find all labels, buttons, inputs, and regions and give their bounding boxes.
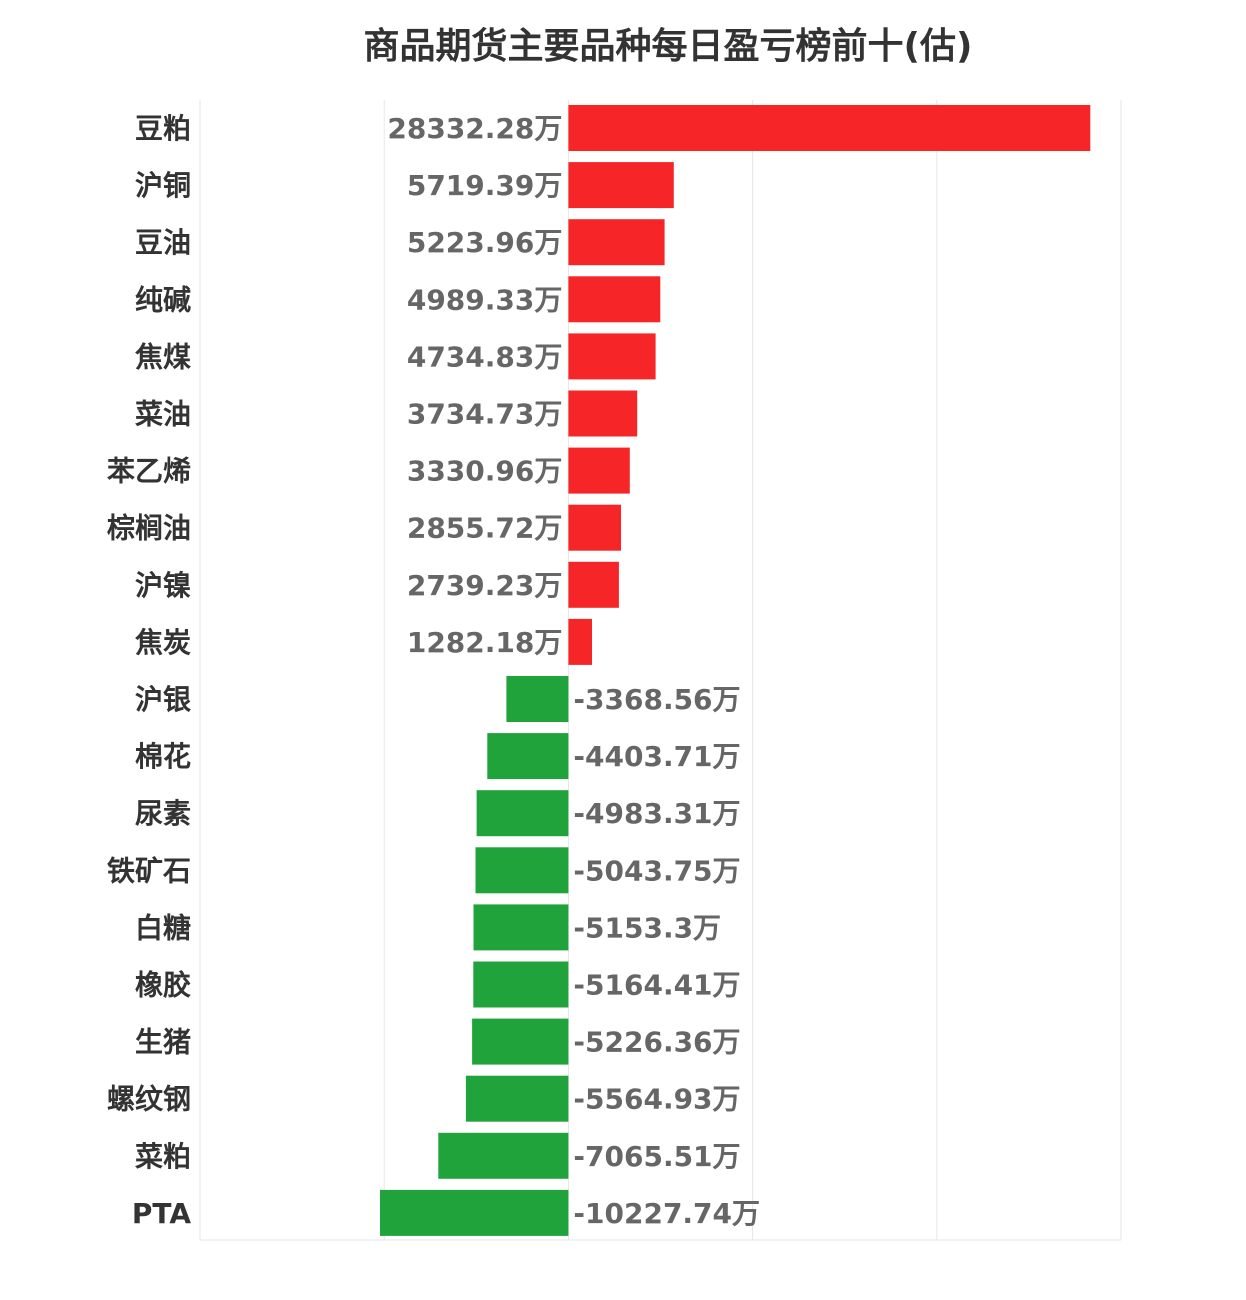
- category-label: 螺纹钢: [107, 1083, 191, 1116]
- category-label: 菜油: [135, 398, 191, 431]
- value-label: 4734.83万: [407, 340, 563, 373]
- bar: [473, 961, 569, 1008]
- bar: [380, 1189, 569, 1236]
- bar: [506, 676, 569, 722]
- bar: [568, 618, 592, 665]
- category-label: 豆油: [135, 226, 191, 259]
- value-label: -4403.71万: [573, 740, 740, 773]
- value-labels: 28332.28万 5719.39万 5223.96万 4989.33万 4734.83…: [387, 112, 760, 1230]
- category-label: 豆粕: [135, 112, 191, 145]
- category-label: 沪铜: [135, 169, 191, 202]
- category-label: 菜粕: [135, 1140, 191, 1173]
- value-label: 4989.33万: [407, 283, 563, 316]
- value-label: 5223.96万: [407, 226, 563, 259]
- value-label: 2739.23万: [407, 569, 563, 602]
- bar: [568, 105, 1091, 151]
- category-label: 尿素: [135, 797, 191, 830]
- category-label: 白糖: [135, 911, 191, 944]
- value-label: 3330.96万: [407, 455, 563, 488]
- bar: [568, 219, 665, 266]
- value-label: -5564.93万: [573, 1083, 740, 1116]
- value-label: 1282.18万: [407, 626, 563, 659]
- category-label: 生猪: [135, 1026, 191, 1059]
- value-label: -5164.41万: [573, 969, 740, 1002]
- value-label: -10227.74万: [573, 1197, 760, 1230]
- value-label: -5043.75万: [573, 854, 740, 887]
- category-label: 沪镍: [135, 569, 191, 602]
- bar: [475, 847, 569, 894]
- bar: [465, 1075, 569, 1122]
- bar: [476, 790, 569, 837]
- value-label: 28332.28万: [387, 112, 562, 145]
- bar: [568, 276, 661, 323]
- chart-title: 商品期货主要品种每日盈亏榜前十(估): [364, 26, 973, 67]
- bar: [568, 561, 619, 608]
- category-labels: 豆粕沪铜豆油纯碱焦煤菜油苯乙烯棕榈油沪镍焦炭沪银棉花尿素铁矿石白糖橡胶生猪螺纹钢…: [106, 112, 192, 1230]
- value-label: 5719.39万: [407, 169, 563, 202]
- category-label: 棉花: [135, 740, 191, 773]
- category-label: 铁矿石: [107, 854, 191, 887]
- bar: [568, 162, 674, 209]
- bar: [473, 904, 569, 951]
- category-label: 纯碱: [135, 283, 191, 316]
- bars: [380, 105, 1091, 1236]
- bar: [568, 390, 638, 437]
- category-label: 橡胶: [135, 969, 191, 1002]
- category-label: 焦煤: [135, 340, 191, 373]
- value-label: -5226.36万: [573, 1026, 740, 1059]
- value-label: 3734.73万: [407, 398, 563, 431]
- category-label: PTA: [132, 1197, 191, 1230]
- category-label: 焦炭: [135, 626, 191, 659]
- category-label: 棕榈油: [107, 512, 191, 545]
- bar: [568, 504, 621, 551]
- bar: [568, 447, 630, 494]
- category-label: 苯乙烯: [106, 455, 191, 488]
- value-label: -3368.56万: [573, 683, 740, 716]
- value-label: 2855.72万: [407, 512, 563, 545]
- value-label: -5153.3万: [573, 911, 721, 944]
- bar: [438, 1132, 569, 1179]
- bar: [568, 333, 656, 380]
- bar: [472, 1018, 569, 1065]
- value-label: -4983.31万: [573, 797, 740, 830]
- grid-lines: [199, 100, 1122, 1241]
- category-label: 沪银: [135, 683, 192, 716]
- value-label: -7065.51万: [573, 1140, 740, 1173]
- bar: [487, 733, 569, 780]
